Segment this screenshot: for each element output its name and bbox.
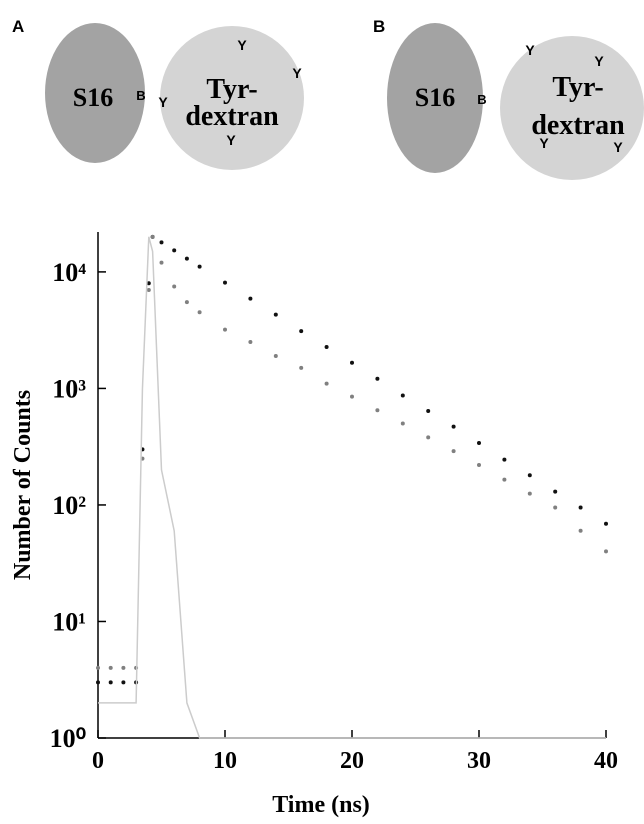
data-point bbox=[375, 408, 380, 413]
x-tick-label: 0 bbox=[92, 748, 104, 774]
data-point bbox=[146, 281, 151, 286]
data-point bbox=[553, 489, 558, 494]
y-tick-label: 10⁰ bbox=[50, 724, 86, 753]
x-tick-label: 30 bbox=[467, 748, 491, 774]
panel-label: A bbox=[12, 17, 24, 36]
data-point bbox=[96, 665, 100, 670]
dextran-label: Tyr- bbox=[552, 72, 603, 103]
s16-shape bbox=[387, 23, 483, 173]
x-tick-label: 10 bbox=[213, 748, 237, 774]
data-point bbox=[451, 424, 456, 429]
dextran-label: dextran bbox=[185, 101, 279, 132]
data-point bbox=[184, 300, 189, 305]
data-point bbox=[159, 240, 164, 245]
data-point bbox=[400, 421, 405, 426]
dextran-shape bbox=[500, 36, 644, 180]
data-point bbox=[223, 327, 227, 332]
y-tick-label: 10² bbox=[52, 491, 86, 520]
tyr-tag: Y bbox=[292, 65, 302, 81]
data-point bbox=[350, 394, 354, 399]
data-point bbox=[578, 528, 583, 533]
dextran-shape bbox=[160, 26, 304, 170]
panel-label: B bbox=[373, 17, 385, 36]
data-point bbox=[197, 264, 202, 269]
data-point bbox=[197, 310, 202, 315]
data-point bbox=[477, 441, 481, 446]
data-point bbox=[121, 665, 126, 670]
s16-label: S16 bbox=[73, 83, 113, 112]
data-point bbox=[150, 234, 155, 239]
data-point bbox=[604, 549, 608, 554]
data-point bbox=[451, 449, 456, 454]
data-point bbox=[159, 260, 164, 265]
data-point bbox=[248, 340, 253, 345]
tyr-tag: Y bbox=[237, 37, 247, 53]
tyr-tag: Y bbox=[539, 135, 549, 151]
data-point bbox=[426, 409, 431, 414]
bond-label: B bbox=[477, 92, 486, 107]
data-point bbox=[299, 329, 304, 334]
data-point bbox=[324, 381, 329, 386]
data-point bbox=[146, 287, 151, 292]
data-point bbox=[324, 344, 329, 349]
y-tick-label: 10⁴ bbox=[52, 258, 86, 287]
s16-label: S16 bbox=[415, 83, 455, 112]
x-tick-label: 20 bbox=[340, 748, 364, 774]
data-point bbox=[184, 256, 189, 261]
data-point bbox=[223, 280, 227, 285]
data-point bbox=[172, 284, 177, 289]
data-point bbox=[273, 353, 278, 358]
data-point bbox=[426, 435, 431, 440]
data-point bbox=[400, 393, 405, 398]
data-point bbox=[108, 665, 113, 670]
x-tick-label: 40 bbox=[594, 748, 618, 774]
data-point bbox=[248, 296, 253, 301]
y-tick-label: 10³ bbox=[52, 374, 86, 403]
s16-shape bbox=[45, 23, 145, 163]
data-point bbox=[96, 680, 100, 685]
data-point bbox=[108, 680, 113, 685]
data-point bbox=[477, 463, 481, 468]
data-point bbox=[172, 248, 177, 253]
data-point bbox=[553, 505, 558, 510]
data-point bbox=[604, 521, 608, 526]
tyr-tag: Y bbox=[226, 132, 236, 148]
data-point bbox=[527, 473, 532, 478]
data-point bbox=[578, 505, 583, 510]
data-point bbox=[299, 365, 304, 370]
bond-label: B bbox=[136, 88, 145, 103]
data-point bbox=[502, 477, 507, 482]
data-point bbox=[527, 491, 532, 496]
data-point bbox=[502, 457, 507, 462]
dextran-label: Tyr- bbox=[206, 74, 257, 105]
tyr-tag: Y bbox=[613, 139, 623, 155]
tyr-tag: Y bbox=[525, 42, 535, 58]
data-point bbox=[273, 312, 278, 317]
tyr-tag: Y bbox=[594, 53, 604, 69]
tyr-tag: Y bbox=[158, 94, 168, 110]
diagram-a: A S16 B Tyr- dextran Y Y Y Y bbox=[12, 17, 304, 170]
data-point bbox=[121, 680, 126, 685]
data-point bbox=[375, 376, 380, 381]
irf-line bbox=[98, 236, 606, 739]
diagram-b: B S16 B Tyr- dextran Y Y Y Y bbox=[373, 17, 644, 180]
dextran-label: dextran bbox=[531, 110, 625, 141]
x-axis-title: Time (ns) bbox=[272, 792, 370, 818]
y-axis-title: Number of Counts bbox=[10, 390, 36, 580]
data-point bbox=[350, 360, 354, 365]
y-tick-label: 10¹ bbox=[52, 607, 86, 636]
